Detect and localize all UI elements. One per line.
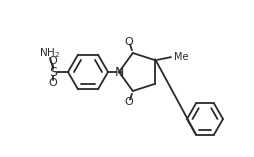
Text: O: O [125, 97, 134, 107]
Text: Me: Me [174, 52, 188, 62]
Text: O: O [49, 78, 57, 88]
Text: S: S [49, 65, 57, 78]
Text: O: O [49, 56, 57, 66]
Text: O: O [125, 37, 134, 47]
Text: NH$_2$: NH$_2$ [39, 46, 60, 60]
Text: N: N [114, 65, 124, 78]
